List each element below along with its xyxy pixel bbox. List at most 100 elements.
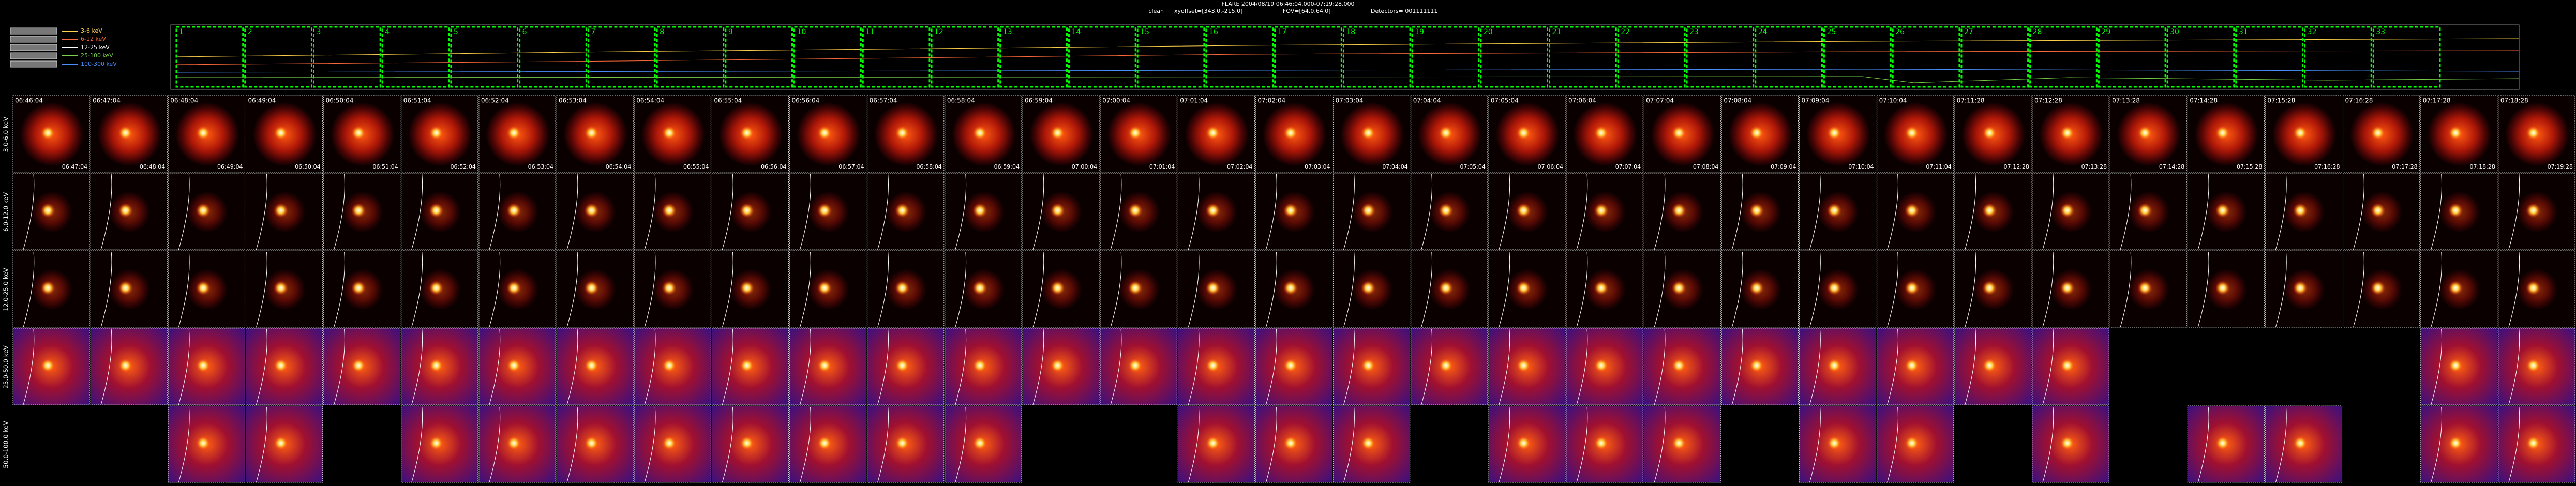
image-cell: 07:05:04 07:06:04 bbox=[1488, 95, 1566, 173]
source bbox=[1827, 126, 1842, 140]
image-cell: 06:56:04 06:57:04 bbox=[789, 95, 867, 173]
image-cell: 07:02:04 07:03:04 bbox=[1255, 95, 1333, 173]
image-cell bbox=[90, 328, 168, 405]
source bbox=[1283, 203, 1298, 218]
image-cell bbox=[945, 328, 1022, 405]
start-time: 06:50:04 bbox=[326, 97, 354, 104]
source bbox=[1516, 358, 1531, 373]
end-time: 06:54:04 bbox=[606, 163, 631, 170]
interval-number: 3 bbox=[316, 28, 321, 36]
limb bbox=[1887, 174, 1898, 250]
source bbox=[351, 126, 366, 140]
limb bbox=[2197, 406, 2209, 483]
limb bbox=[1809, 329, 1821, 405]
limb bbox=[1965, 329, 1976, 405]
interval-box bbox=[1136, 26, 1205, 88]
image-cell bbox=[90, 250, 168, 328]
interval-box bbox=[2372, 26, 2441, 88]
start-time: 06:49:04 bbox=[248, 97, 276, 104]
image-cell bbox=[1799, 173, 1877, 250]
source bbox=[1827, 436, 1842, 450]
image-cell bbox=[634, 328, 711, 405]
image-cell bbox=[168, 405, 245, 483]
limb bbox=[1887, 329, 1898, 405]
end-time: 07:16:28 bbox=[2314, 163, 2340, 170]
legend-label: 6-12 keV bbox=[81, 36, 106, 42]
source bbox=[2293, 126, 2308, 140]
image-cell bbox=[12, 250, 90, 328]
limb bbox=[1188, 251, 1200, 328]
start-time: 06:55:04 bbox=[714, 97, 742, 104]
source bbox=[2293, 436, 2308, 450]
image-cell bbox=[2420, 405, 2498, 483]
image-cell bbox=[323, 173, 401, 250]
source bbox=[662, 436, 677, 450]
source bbox=[972, 203, 987, 218]
limb bbox=[800, 251, 811, 328]
image-cell bbox=[2109, 250, 2187, 328]
interval-number: 23 bbox=[1689, 28, 1699, 36]
limb bbox=[411, 329, 423, 405]
source bbox=[972, 126, 987, 140]
source bbox=[739, 358, 754, 373]
source bbox=[1905, 126, 1920, 140]
interval-number: 25 bbox=[1826, 28, 1836, 36]
image-cell: 06:58:04 06:59:04 bbox=[945, 95, 1022, 173]
source bbox=[1128, 358, 1143, 373]
image-cell bbox=[867, 328, 945, 405]
interval-box bbox=[2304, 26, 2372, 88]
image-cell bbox=[478, 328, 556, 405]
limb bbox=[1654, 174, 1666, 250]
limb bbox=[1887, 406, 1898, 483]
image-cell bbox=[478, 405, 556, 483]
image-cell bbox=[1255, 250, 1333, 328]
source bbox=[429, 281, 444, 295]
limb bbox=[1499, 406, 1510, 483]
limb bbox=[2275, 174, 2287, 250]
image-cell bbox=[789, 328, 867, 405]
image-cell bbox=[245, 328, 323, 405]
start-time: 07:00:04 bbox=[1102, 97, 1130, 104]
source bbox=[1050, 358, 1065, 373]
image-cell bbox=[1177, 328, 1255, 405]
image-cell bbox=[2498, 173, 2575, 250]
image-cell bbox=[2109, 173, 2187, 250]
start-time: 07:07:04 bbox=[1646, 97, 1674, 104]
source bbox=[1283, 358, 1298, 373]
source bbox=[584, 436, 599, 450]
source bbox=[817, 358, 832, 373]
image-cell bbox=[1566, 328, 1643, 405]
source bbox=[972, 281, 987, 295]
curve bbox=[175, 69, 2520, 73]
limb bbox=[955, 329, 967, 405]
image-cell bbox=[1954, 173, 2032, 250]
source bbox=[2526, 281, 2541, 295]
interval-box bbox=[656, 26, 725, 88]
interval-number: 14 bbox=[1071, 28, 1081, 36]
interval-box bbox=[2029, 26, 2098, 88]
image-cell bbox=[2032, 250, 2109, 328]
limb bbox=[100, 174, 112, 250]
limb bbox=[1809, 406, 1821, 483]
image-cell bbox=[1411, 328, 1488, 405]
image-cell: 06:53:04 06:54:04 bbox=[556, 95, 634, 173]
source bbox=[1361, 126, 1376, 140]
source bbox=[1982, 358, 1997, 373]
source bbox=[2526, 436, 2541, 450]
row-label: 12.0-25.0 keV bbox=[3, 267, 10, 311]
limb bbox=[334, 174, 345, 250]
source bbox=[817, 436, 832, 450]
source bbox=[1205, 126, 1220, 140]
curve bbox=[175, 76, 2520, 83]
limb bbox=[1576, 406, 1588, 483]
legend-label: 100-300 keV bbox=[81, 60, 117, 67]
limb bbox=[644, 329, 656, 405]
image-cell bbox=[711, 328, 789, 405]
interval-box bbox=[1617, 26, 1686, 88]
source bbox=[1283, 126, 1298, 140]
source bbox=[196, 203, 211, 218]
interval-number: 27 bbox=[1964, 28, 1973, 36]
image-cell bbox=[1488, 405, 1566, 483]
source bbox=[274, 281, 289, 295]
